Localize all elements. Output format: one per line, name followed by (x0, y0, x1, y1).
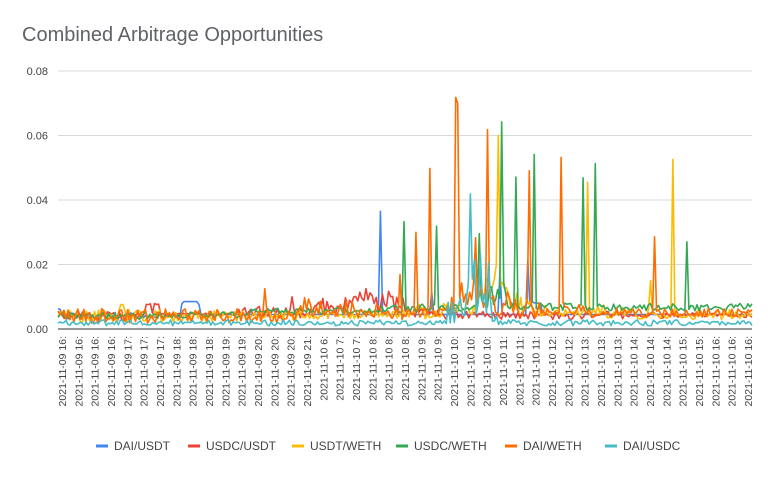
x-tick-label: 2021-11-09 21: (302, 336, 314, 406)
x-tick-label: 2021-11-09 20: (269, 336, 281, 406)
x-tick-label: 2021-11-10 10: (482, 336, 494, 406)
y-tick-label: 0.06 (27, 131, 48, 143)
x-tick-label: 2021-11-09 16: (90, 336, 102, 406)
x-tick-label: 2021-11-10 12: (563, 336, 575, 406)
x-tick-label: 2021-11-10 14: (645, 336, 657, 406)
x-tick-label: 2021-11-10 15: (694, 336, 706, 406)
y-tick-label: 0.00 (27, 324, 48, 336)
x-tick-label: 2021-11-10 16: (743, 336, 755, 406)
x-tick-label: 2021-11-10 11: (498, 336, 510, 406)
legend-label: DAI/WETH (523, 439, 582, 453)
x-tick-label: 2021-11-09 20: (253, 336, 265, 406)
series-line-usdc-weth (58, 122, 752, 319)
x-tick-label: 2021-11-10 6: (318, 336, 330, 401)
x-tick-label: 2021-11-09 17: (139, 336, 151, 406)
x-tick-label: 2021-11-10 7: (351, 336, 363, 401)
y-axis: 0.00 0.02 0.04 0.06 0.08 (27, 66, 48, 336)
x-tick-label: 2021-11-09 16: (57, 336, 69, 406)
x-tick-label: 2021-11-10 12: (547, 336, 559, 406)
x-tick-label: 2021-11-10 16: (727, 336, 739, 406)
x-tick-label: 2021-11-10 7: (335, 336, 347, 401)
x-tick-label: 2021-11-09 20: (286, 336, 298, 406)
x-axis: 2021-11-09 16: 2021-11-09 16: 2021-11-09 1… (57, 336, 755, 406)
x-tick-label: 2021-11-10 14: (661, 336, 673, 406)
legend: DAI/USDT USDC/USDT USDT/WETH USDC/WETH DAI/W… (96, 439, 681, 453)
x-tick-label: 2021-11-10 16: (710, 336, 722, 406)
x-tick-label: 2021-11-10 9: (416, 336, 428, 401)
x-tick-label: 2021-11-10 11: (514, 336, 526, 406)
x-tick-label: 2021-11-09 19: (220, 336, 232, 406)
y-tick-label: 0.02 (27, 260, 48, 272)
x-tick-label: 2021-11-10 8: (400, 336, 412, 401)
x-tick-label: 2021-11-10 8: (384, 336, 396, 401)
x-tick-label: 2021-11-09 18: (188, 336, 200, 406)
legend-label: USDC/USDT (206, 439, 277, 453)
x-tick-label: 2021-11-10 10: (449, 336, 461, 406)
x-tick-label: 2021-11-10 13: (596, 336, 608, 406)
y-tick-label: 0.08 (27, 66, 48, 78)
series-lines (58, 97, 752, 325)
x-tick-label: 2021-11-10 11: (531, 336, 543, 406)
legend-label: DAI/USDC (623, 439, 681, 453)
x-tick-label: 2021-11-09 18: (171, 336, 183, 406)
x-tick-label: 2021-11-10 13: (580, 336, 592, 406)
x-tick-label: 2021-11-10 9: (433, 336, 445, 401)
x-tick-label: 2021-11-09 19: (237, 336, 249, 406)
x-tick-label: 2021-11-10 8: (367, 336, 379, 401)
legend-label: USDT/WETH (310, 439, 381, 453)
x-tick-label: 2021-11-10 10: (465, 336, 477, 406)
y-tick-label: 0.04 (27, 195, 48, 207)
x-tick-label: 2021-11-09 18: (204, 336, 216, 406)
x-tick-label: 2021-11-10 13: (612, 336, 624, 406)
x-tick-label: 2021-11-10 14: (629, 336, 641, 406)
x-tick-label: 2021-11-09 16: (73, 336, 85, 406)
legend-label: DAI/USDT (114, 439, 171, 453)
legend-label: USDC/WETH (414, 439, 487, 453)
x-tick-label: 2021-11-10 15: (678, 336, 690, 406)
x-tick-label: 2021-11-09 17: (155, 336, 167, 406)
x-tick-label: 2021-11-09 17: (122, 336, 134, 406)
x-tick-label: 2021-11-09 16: (106, 336, 118, 406)
